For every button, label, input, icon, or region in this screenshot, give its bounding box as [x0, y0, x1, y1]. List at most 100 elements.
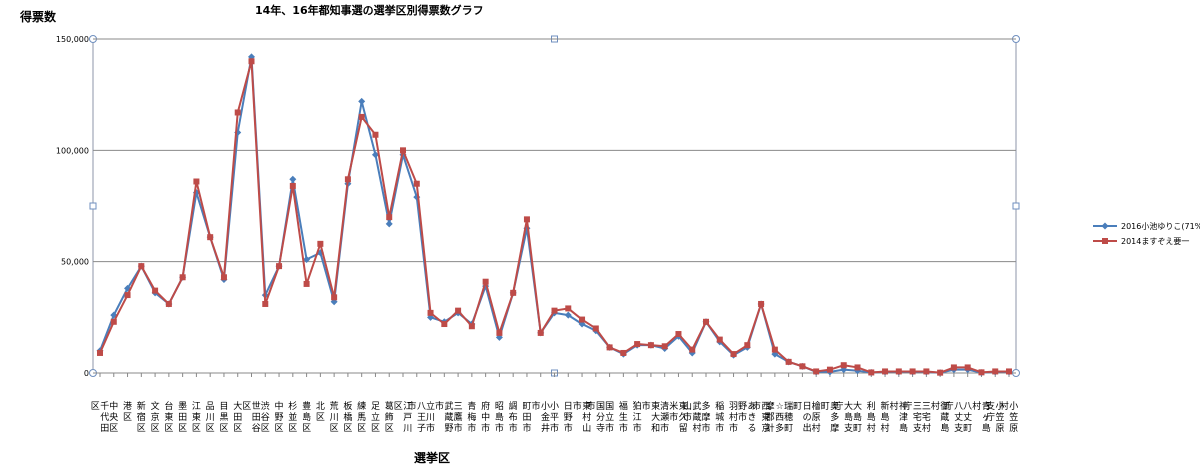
x-tick-char: 笠 — [995, 411, 1004, 423]
x-tick-label: 中央区中央区 — [109, 400, 118, 434]
data-point — [468, 323, 475, 330]
x-tick-char: 豊 — [302, 400, 311, 412]
data-point — [744, 342, 751, 349]
y-axis-label: 得票数 — [19, 9, 57, 24]
series-layer — [96, 53, 1013, 377]
x-tick-label: 葛飾区葛飾区 — [385, 400, 394, 434]
x-tick-label: 福生市福生市 — [619, 400, 628, 434]
x-tick-label: 目黒区目黒区 — [219, 401, 228, 434]
data-point — [882, 368, 889, 375]
data-point — [937, 369, 944, 376]
x-tick-char: 布 — [509, 411, 518, 423]
x-tick-label: 三鷹市三鷹市 — [454, 402, 463, 434]
x-tick-char: 島 — [844, 411, 853, 423]
x-tick-label: 国分寺市国分寺市 — [587, 400, 606, 434]
x-tick-label: 立川市立川市 — [426, 400, 435, 434]
resize-handle[interactable] — [89, 202, 97, 210]
x-tick-char: 品 — [206, 401, 215, 412]
x-tick-label: 新宿区新宿区 — [137, 400, 146, 434]
x-tick-char: 谷 — [252, 423, 261, 434]
x-tick-char: 丈 — [963, 412, 972, 423]
x-tick-char: 区 — [343, 423, 352, 434]
x-tick-label: 江東区江東区 — [192, 401, 201, 434]
x-tick-char: 町 — [821, 402, 830, 412]
data-point — [1006, 368, 1012, 375]
x-tick-char: 台 — [164, 400, 173, 412]
x-tick-char: 市 — [522, 422, 531, 434]
x-tick-char: 市 — [729, 422, 738, 434]
data-point — [248, 58, 255, 65]
x-tick-label: 東大和市東大和市 — [642, 400, 661, 434]
x-tick-char: 区 — [302, 423, 311, 434]
x-tick-char: 荒 — [330, 401, 339, 412]
x-tick-char: 村 — [729, 411, 738, 423]
x-tick-char: 区 — [151, 423, 160, 434]
x-tick-char: 八 — [417, 402, 426, 412]
x-tick-char: 区 — [242, 401, 251, 412]
data-point — [344, 176, 351, 183]
x-tick-char: 区 — [261, 423, 270, 434]
data-point — [400, 147, 406, 154]
y-tick-label: 50,000 — [61, 258, 89, 267]
x-tick-label: 品川区品川区 — [206, 401, 215, 434]
resize-handle[interactable] — [1012, 202, 1020, 210]
x-tick-char: 区 — [192, 423, 201, 434]
x-tick-char: 多 — [830, 411, 839, 423]
x-tick-char: 村 — [692, 422, 701, 434]
x-tick-char: 区 — [385, 423, 394, 434]
data-point — [496, 329, 503, 336]
legend[interactable]: 2016小池ゆりこ(71%) 2014ますぞえ要一 — [1093, 221, 1200, 246]
x-tick-char: 青 — [982, 400, 991, 412]
x-tick-char: 文 — [151, 400, 160, 412]
legend-marker — [1101, 222, 1109, 230]
x-tick-char: 江 — [403, 401, 412, 412]
y-tick-label: 100,000 — [56, 146, 89, 155]
x-tick-label: 豊島区豊島区 — [302, 400, 311, 434]
x-tick-char: 北 — [316, 401, 325, 412]
x-tick-char: 足 — [371, 401, 380, 412]
data-point — [964, 364, 971, 371]
x-tick-char: 調 — [509, 400, 518, 412]
x-tick-char: 村 — [1000, 400, 1009, 412]
x-tick-char: 千 — [100, 401, 109, 412]
x-tick-char: 区 — [137, 423, 146, 434]
x-tick-char: 中 — [481, 411, 490, 423]
x-tick-char: 区 — [178, 423, 187, 434]
x-tick-char: 国 — [596, 401, 605, 412]
x-tick-label: 江戸川区江戸川区 — [394, 401, 413, 434]
x-tick-char: 国 — [605, 401, 614, 412]
data-point — [785, 358, 792, 365]
x-tick-char: 支 — [913, 422, 922, 434]
x-tick-char: 野 — [275, 412, 284, 423]
x-tick-char: 市 — [495, 422, 504, 434]
data-point — [606, 344, 613, 351]
x-tick-label: 足立区足立区 — [371, 401, 380, 434]
x-tick-char: 島 — [881, 411, 890, 423]
x-tick-label: 国立市国立市 — [605, 401, 614, 434]
x-tick-char: 日 — [564, 401, 573, 412]
x-tick-char: 山 — [582, 423, 591, 434]
x-tick-char: 西 — [761, 401, 770, 412]
data-point — [372, 131, 379, 138]
x-tick-char: 庁 — [986, 411, 995, 423]
x-tick-label: 荒川区荒川区 — [330, 401, 339, 434]
x-tick-char: 江 — [633, 412, 642, 423]
x-tick-char: 西 — [775, 412, 784, 423]
x-tick-char: 支 — [986, 400, 995, 412]
x-tick-char: 区 — [164, 423, 173, 434]
x-tick-char: 杉 — [288, 400, 297, 412]
x-tick-label: 渋谷区渋谷区 — [261, 400, 270, 434]
x-tick-char: 摩 — [830, 422, 839, 434]
x-tick-char: 摩 — [766, 400, 775, 412]
x-tick-label: 西東京市西東京市 — [752, 400, 771, 434]
x-tick-char: 東 — [679, 400, 688, 412]
x-tick-label: 杉並区杉並区 — [288, 400, 297, 434]
x-tick-label: 青ヶ島村青ヶ島村 — [972, 400, 991, 434]
x-tick-label: 羽村市羽村市 — [729, 401, 738, 434]
x-tick-char: 中 — [275, 400, 284, 412]
x-tick-char: 分 — [596, 412, 605, 423]
x-tick-char: 原 — [812, 412, 821, 423]
data-point — [840, 362, 847, 369]
x-tick-char: 多 — [775, 422, 784, 434]
x-tick-char: る — [748, 423, 757, 434]
